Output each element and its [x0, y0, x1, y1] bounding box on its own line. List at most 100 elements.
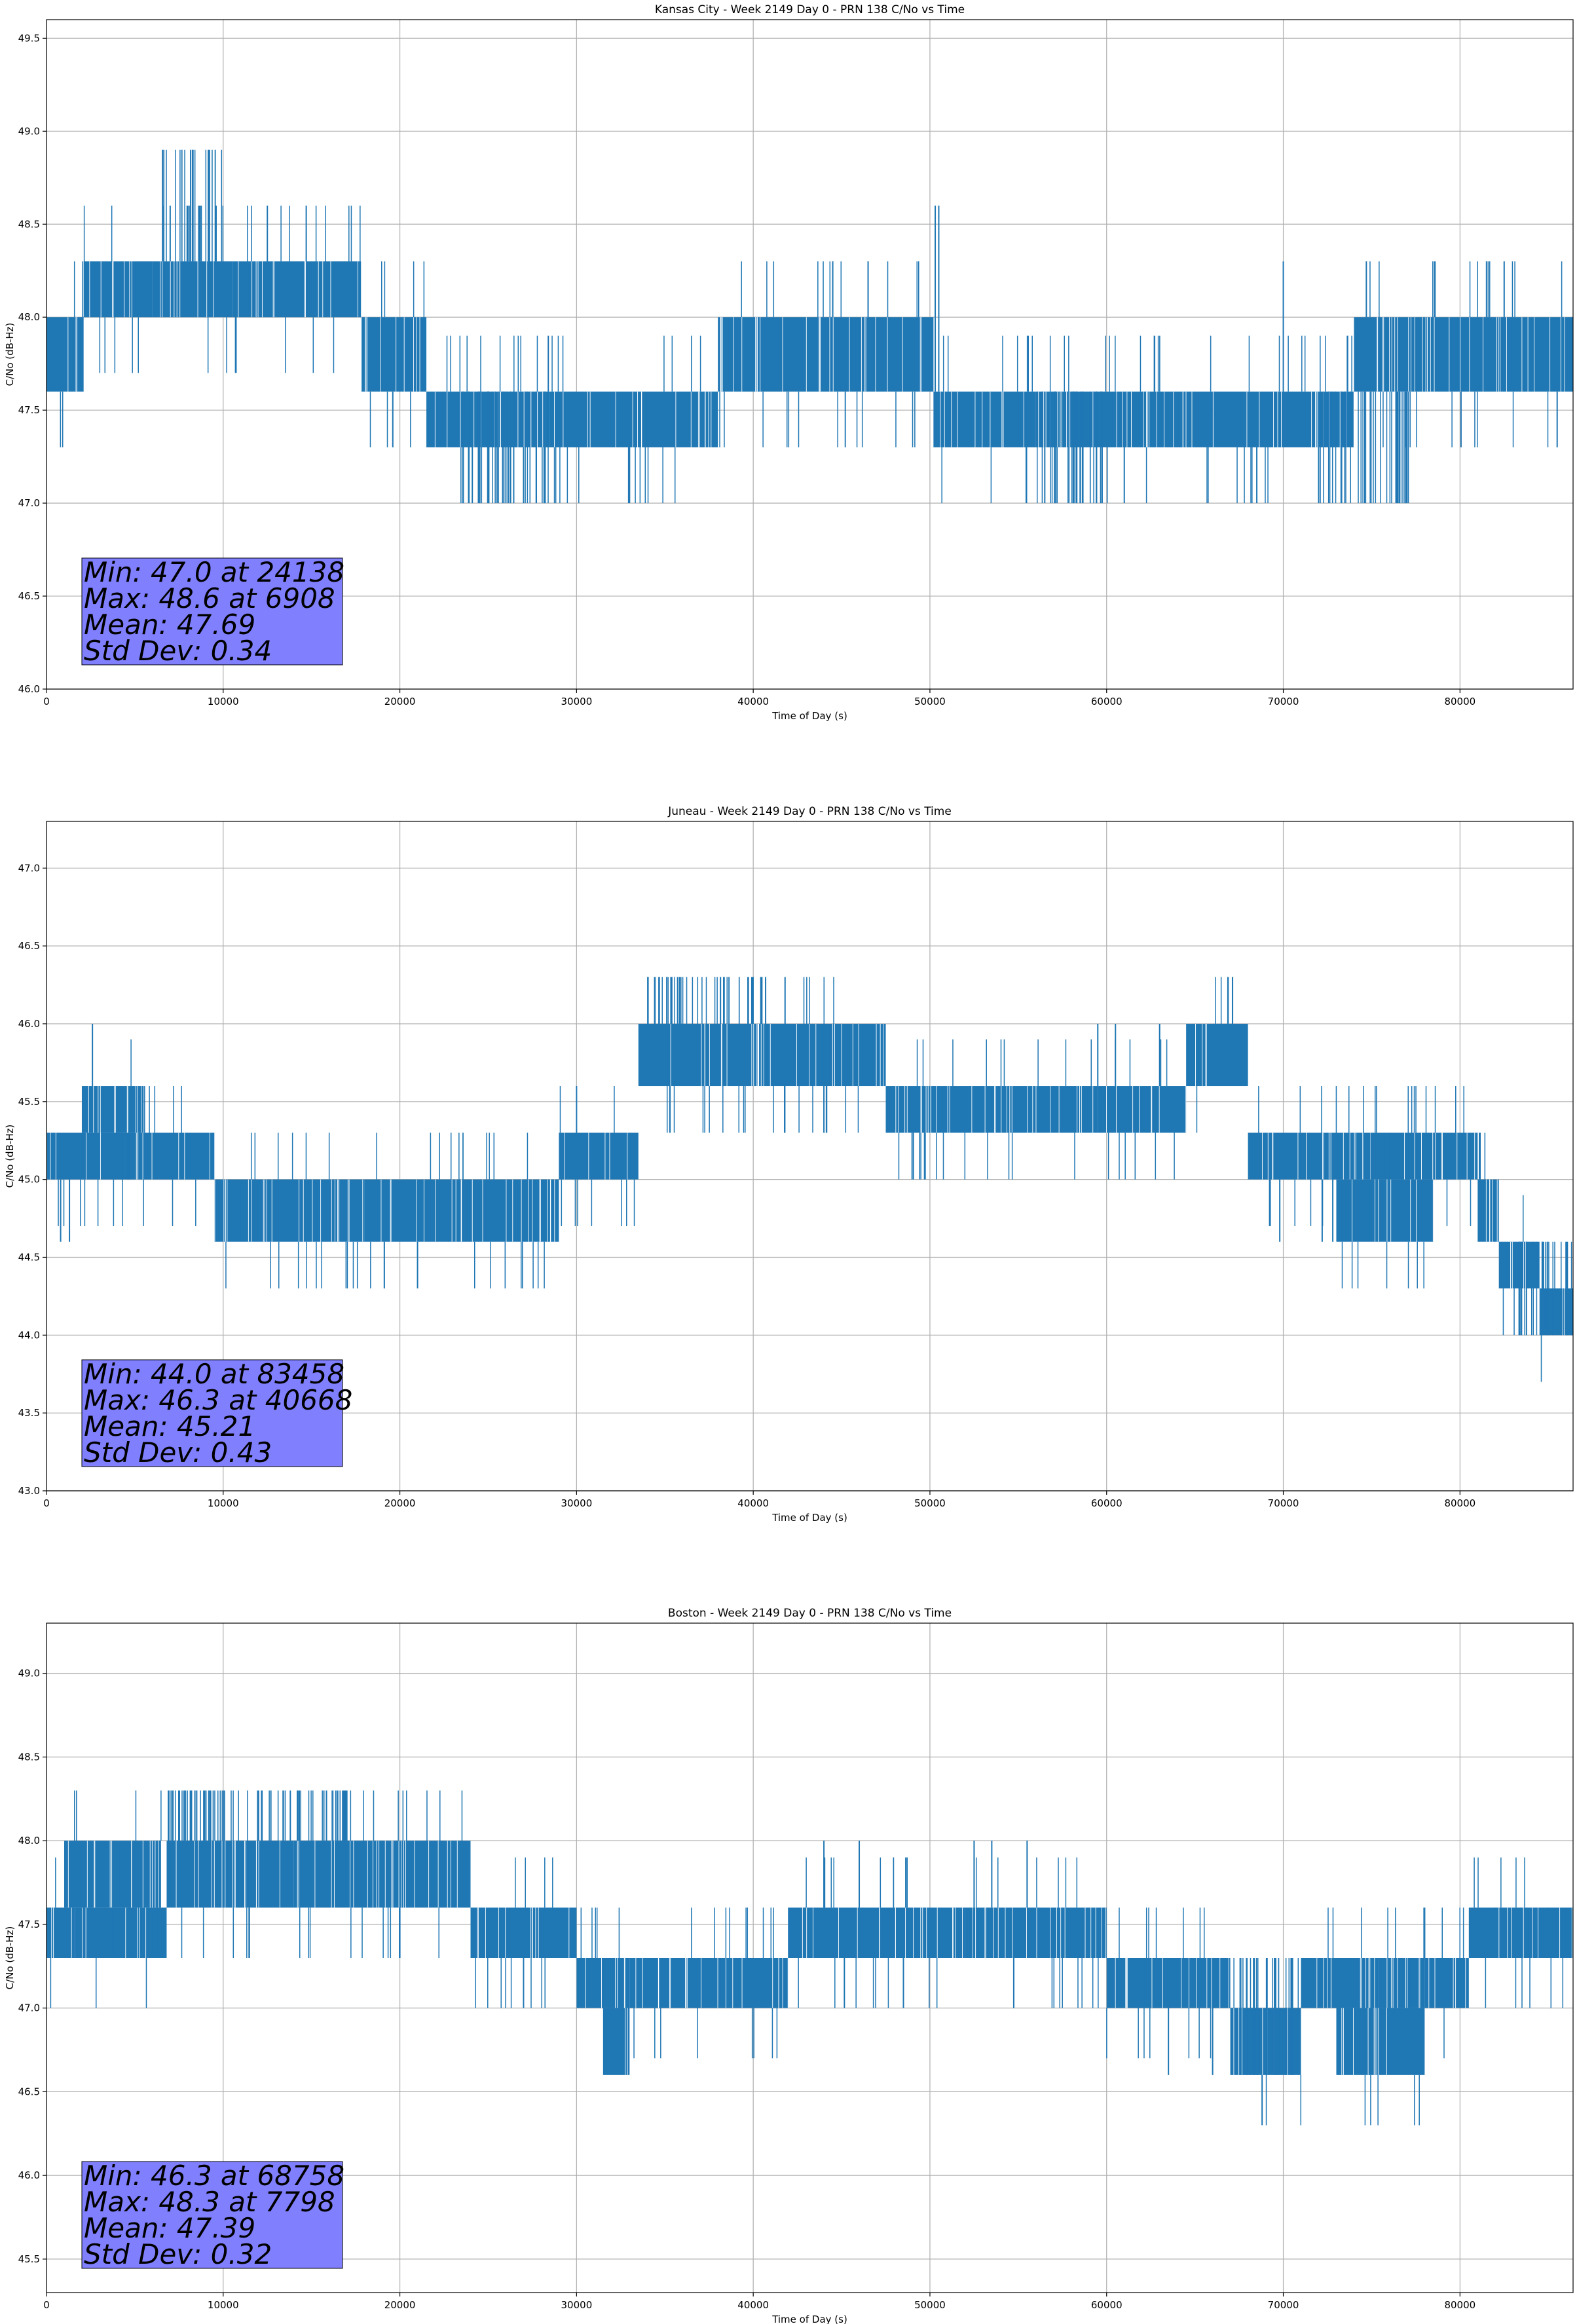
stats-line: Mean: 47.39: [84, 2212, 255, 2244]
chart-title: Boston - Week 2149 Day 0 - PRN 138 C/No …: [668, 1607, 952, 1620]
data-band: [629, 1958, 789, 2008]
x-tick-label: 30000: [561, 1497, 593, 1509]
data-band: [1336, 1179, 1434, 1242]
x-tick-label: 50000: [914, 696, 946, 707]
x-tick-label: 70000: [1268, 2299, 1299, 2311]
data-band: [232, 261, 362, 318]
data-band: [152, 261, 232, 318]
y-tick-label: 46.5: [18, 590, 40, 602]
x-tick-label: 60000: [1091, 696, 1122, 707]
y-tick-label: 43.0: [18, 1485, 40, 1497]
x-tick-label: 60000: [1091, 1497, 1122, 1509]
chart-title: Juneau - Week 2149 Day 0 - PRN 138 C/No …: [667, 805, 952, 818]
x-tick-label: 70000: [1268, 1497, 1299, 1509]
stats-line: Std Dev: 0.43: [84, 1436, 272, 1469]
x-axis-label: Time of Day (s): [771, 1512, 847, 1524]
chart-panel-0: 0 10000 20000 30000 40000 50000 60000 70000 8000…: [4, 3, 1574, 722]
y-tick-label: 45.5: [18, 1096, 40, 1108]
x-tick-label: 50000: [914, 1497, 946, 1509]
data-band: [46, 1907, 167, 1958]
x-tick-label: 0: [43, 2299, 50, 2311]
data-band: [762, 1023, 886, 1087]
data-band: [64, 1841, 162, 1908]
plot-frame: [46, 821, 1574, 1491]
data-band: [718, 317, 934, 392]
stats-box-background: [81, 557, 343, 665]
stats-line: Max: 48.6 at 6908: [84, 582, 335, 614]
y-tick-label: 44.0: [18, 1329, 40, 1341]
x-tick-label: 10000: [208, 696, 239, 707]
data-band: [559, 1133, 639, 1180]
data-band: [788, 1907, 965, 1958]
series-line: [46, 1790, 1573, 2126]
stats-line: Std Dev: 0.32: [84, 2238, 272, 2270]
x-tick-label: 80000: [1444, 2299, 1475, 2311]
data-band: [1477, 1179, 1499, 1242]
data-band: [549, 391, 718, 447]
stats-box-background: [81, 1359, 343, 1467]
data-band: [1433, 1133, 1478, 1180]
data-band: [293, 1841, 471, 1908]
y-tick-label: 47.5: [18, 404, 40, 416]
y-tick-label: 46.5: [18, 940, 40, 952]
y-tick-label: 44.5: [18, 1251, 40, 1263]
y-axis-label: C/No (dB-Hz): [4, 323, 16, 386]
x-tick-label: 40000: [737, 2299, 769, 2311]
y-tick-label: 47.0: [18, 2002, 40, 2014]
x-tick-label: 40000: [737, 696, 769, 707]
data-band: [46, 317, 84, 392]
x-tick-label: 20000: [384, 2299, 416, 2311]
stats-line: Max: 48.3 at 7798: [84, 2186, 335, 2218]
x-tick-label: 30000: [561, 696, 593, 707]
stats-line: Min: 46.3 at 68758: [84, 2160, 344, 2192]
x-axis-label: Time of Day (s): [771, 2314, 847, 2324]
x-tick-label: 80000: [1444, 696, 1475, 707]
y-tick-label: 48.0: [18, 1835, 40, 1846]
plot-frame: [46, 1622, 1574, 2293]
x-tick-label: 50000: [914, 2299, 946, 2311]
stats-line: Mean: 47.69: [84, 609, 255, 641]
plot-frame: [46, 19, 1574, 690]
data-band: [965, 1907, 1107, 1958]
stats-line: Std Dev: 0.34: [84, 635, 272, 667]
x-tick-label: 10000: [208, 1497, 239, 1509]
x-tick-label: 20000: [384, 1497, 416, 1509]
y-tick-label: 47.0: [18, 497, 40, 509]
x-tick-label: 70000: [1268, 696, 1299, 707]
y-tick-label: 49.5: [18, 32, 40, 44]
stats-line: Mean: 45.21: [84, 1410, 255, 1442]
x-axis-label: Time of Day (s): [771, 710, 847, 722]
data-band: [214, 1179, 365, 1242]
data-band: [166, 1841, 294, 1908]
data-band: [81, 1086, 144, 1133]
y-axis-label: C/No (dB-Hz): [4, 1926, 16, 1990]
x-tick-label: 0: [43, 696, 50, 707]
data-band: [1301, 1958, 1425, 2008]
data-band: [1336, 2008, 1425, 2075]
y-tick-label: 48.5: [18, 218, 40, 230]
series-line: [46, 977, 1573, 1382]
x-tick-label: 30000: [561, 2299, 593, 2311]
stats-box-background: [81, 2161, 343, 2269]
x-tick-label: 80000: [1444, 1497, 1475, 1509]
data-band: [83, 261, 153, 318]
stats-line: Min: 44.0 at 83458: [84, 1358, 344, 1390]
y-tick-label: 48.5: [18, 1751, 40, 1763]
data-band: [1212, 391, 1354, 447]
data-band: [1424, 1958, 1469, 2008]
stats-line: Max: 46.3 at 40668: [84, 1384, 352, 1416]
y-tick-label: 49.0: [18, 125, 40, 137]
data-band: [361, 317, 427, 392]
chart-panel-2: 0 10000 20000 30000 40000 50000 60000 70000 8000…: [4, 1607, 1574, 2324]
y-tick-label: 46.0: [18, 683, 40, 695]
stats-line: Min: 47.0 at 24138: [84, 556, 344, 588]
y-tick-label: 45.0: [18, 1174, 40, 1186]
y-tick-label: 45.5: [18, 2253, 40, 2265]
data-band: [638, 1023, 762, 1087]
data-band: [1468, 1907, 1573, 1958]
data-band: [1248, 1133, 1434, 1180]
